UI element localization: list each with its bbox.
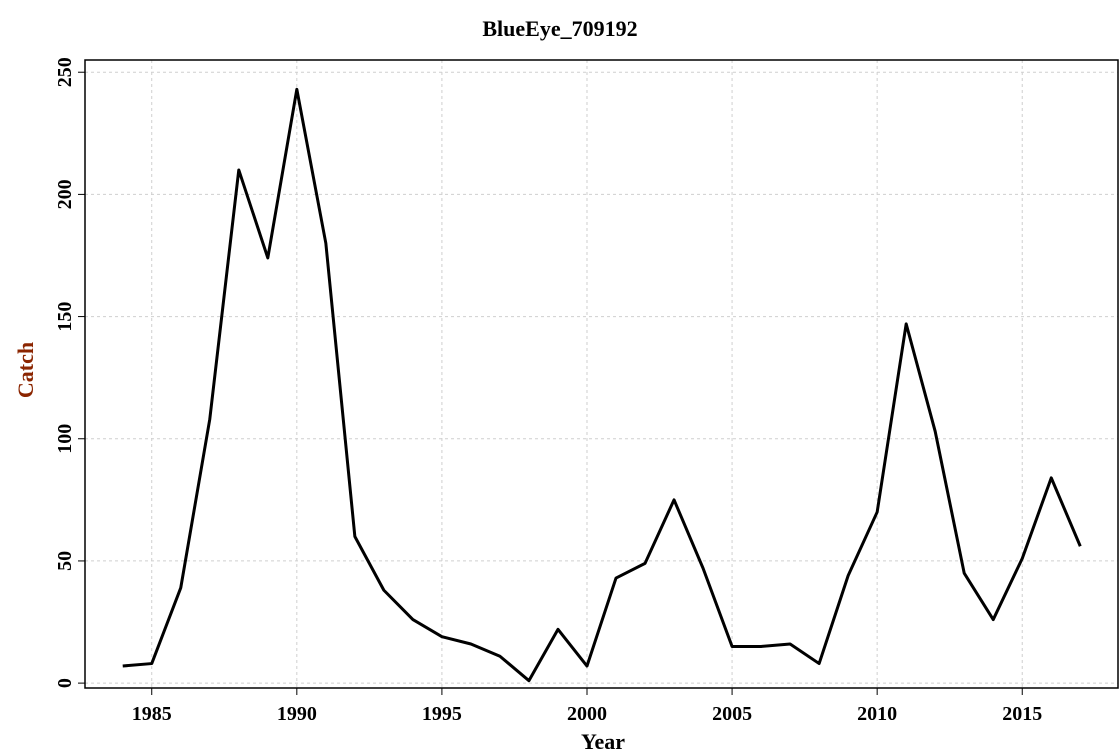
y-tick-label: 250 — [54, 57, 76, 87]
x-tick-label: 2005 — [712, 703, 752, 725]
y-tick-label: 200 — [54, 179, 76, 209]
data-line — [122, 87, 1082, 683]
x-tick-label: 1995 — [422, 703, 462, 725]
x-tick-label: 1990 — [277, 703, 317, 725]
x-tick-label: 1985 — [132, 703, 172, 725]
y-tick-label: 50 — [54, 551, 76, 571]
y-tick-label: 100 — [54, 424, 76, 454]
x-tick-label: 2015 — [1002, 703, 1042, 725]
y-tick-label: 0 — [54, 678, 76, 688]
y-tick-label: 150 — [54, 302, 76, 332]
chart-title: BlueEye_709192 — [482, 16, 637, 41]
x-tick-label: 2000 — [567, 703, 607, 725]
x-tick-label: 2010 — [857, 703, 897, 725]
x-axis-label: Year — [581, 729, 625, 754]
plot-frame — [84, 59, 1119, 689]
y-axis-label: Catch — [13, 342, 38, 398]
